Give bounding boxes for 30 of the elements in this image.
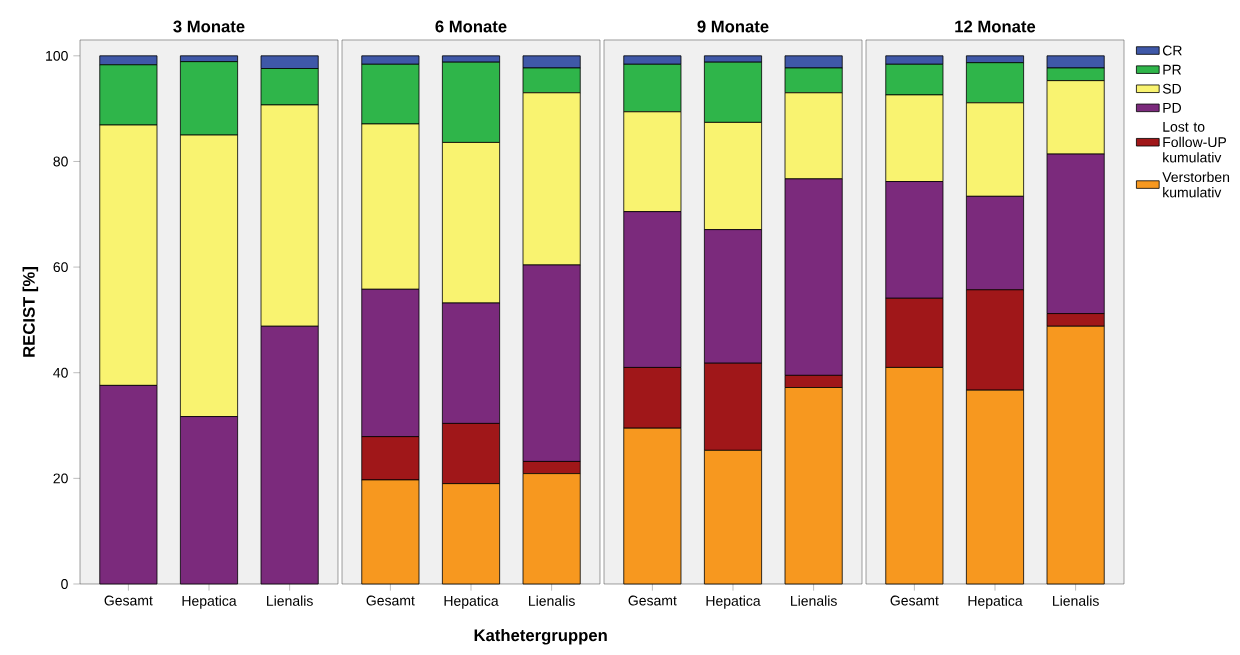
- x-tick-label: Hepatica: [968, 595, 1023, 609]
- x-tick-label: Gesamt: [366, 595, 415, 606]
- y-tick-label: 0: [61, 579, 68, 589]
- y-tick-label: 40: [53, 367, 68, 378]
- y-tick-label: 20: [53, 473, 68, 484]
- y-axis-title: RECIST [%]: [22, 267, 39, 357]
- chart-title: 3 Monate: [173, 20, 245, 33]
- x-tick-label: Gesamt: [104, 595, 153, 606]
- y-tick-label: 80: [53, 156, 68, 167]
- x-tick-label: Lienalis: [529, 595, 575, 606]
- legend-label: CR: [1162, 45, 1182, 56]
- x-tick-label: Lienalis: [791, 595, 837, 606]
- x-tick-label: Lienalis: [1053, 595, 1099, 606]
- chart-title: 12 Monate: [955, 20, 1036, 33]
- legend-label: Lost to Follow-UP kumulativ: [1163, 122, 1227, 163]
- chart-title: 6 Monate: [435, 20, 507, 33]
- legend-label: SD: [1162, 83, 1181, 94]
- legend-label: PR: [1163, 64, 1182, 75]
- x-tick-label: Gesamt: [628, 595, 677, 606]
- y-tick-label: 60: [53, 262, 68, 273]
- x-tick-label: Hepatica: [444, 595, 499, 609]
- chart-title: 9 Monate: [697, 20, 769, 33]
- legend-label: Verstorben kumulativ: [1162, 171, 1230, 198]
- x-tick-label: Hepatica: [706, 595, 761, 609]
- x-tick-label: Hepatica: [182, 595, 237, 609]
- x-axis-title: Kathetergruppen: [474, 628, 607, 645]
- x-tick-label: Gesamt: [890, 595, 939, 606]
- y-tick-label: 100: [46, 50, 68, 61]
- legend-label: PD: [1163, 103, 1181, 113]
- x-tick-label: Lienalis: [267, 595, 313, 606]
